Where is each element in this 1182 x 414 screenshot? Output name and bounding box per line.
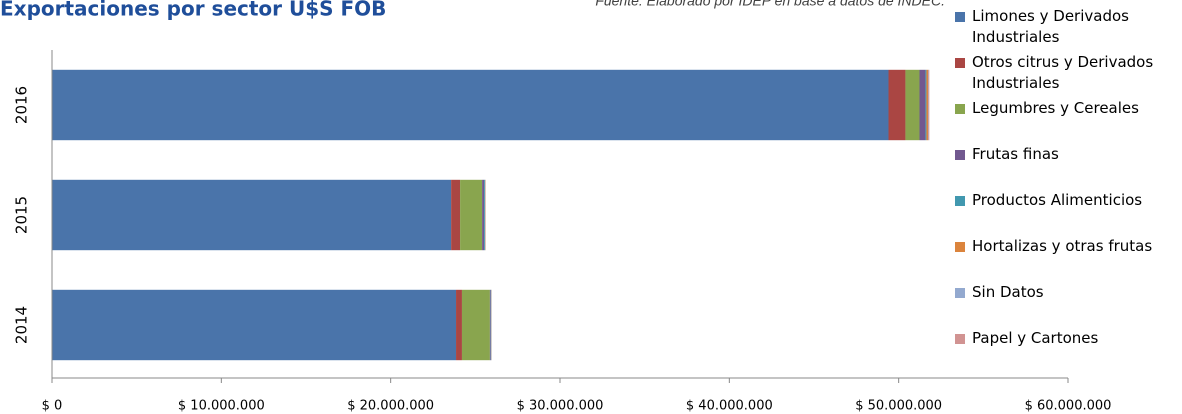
legend-swatch xyxy=(955,12,965,22)
legend-swatch xyxy=(955,104,965,114)
bar-segment xyxy=(52,69,889,141)
y-tick-label: 2015 xyxy=(13,196,31,234)
x-tick-label: $ 10.000.000 xyxy=(178,399,265,414)
legend-swatch xyxy=(955,196,965,206)
legend-item: Hortalizas y otras frutas xyxy=(952,236,1177,282)
legend-item: Legumbres y Cereales xyxy=(952,98,1177,144)
x-tick-label: $ 30.000.000 xyxy=(517,399,604,414)
legend-swatch xyxy=(955,288,965,298)
legend-item: Papel y Cartones xyxy=(952,328,1177,374)
bar-segment xyxy=(456,289,462,361)
legend-label: Legumbres y Cereales xyxy=(972,99,1139,117)
legend-item: Frutas finas xyxy=(952,144,1177,190)
bar-segment xyxy=(925,69,927,141)
legend-swatch xyxy=(955,334,965,344)
y-tick-label: 2016 xyxy=(13,86,31,124)
legend-label: Productos Alimenticios xyxy=(972,191,1143,209)
bar-segment xyxy=(489,289,491,361)
legend-label: Frutas finas xyxy=(972,145,1059,163)
x-tick-label: $ 60.000.000 xyxy=(1025,399,1112,414)
legend-swatch xyxy=(955,58,965,68)
bar-segment xyxy=(484,179,485,251)
bar-segment xyxy=(461,289,490,361)
bar-segment xyxy=(919,69,926,141)
x-tick-label: $ 20.000.000 xyxy=(347,399,434,414)
legend-swatch xyxy=(955,242,965,252)
bar-segment xyxy=(52,289,457,361)
bar-segment xyxy=(926,69,929,141)
bar-segment xyxy=(460,179,483,251)
bar-segment xyxy=(490,289,492,361)
chart-subtitle: Fuente: Elaborado por IDEP en base a dat… xyxy=(595,0,945,9)
legend-item: Sin Datos xyxy=(952,282,1177,328)
x-tick-label: $ 40.000.000 xyxy=(686,399,773,414)
bar-segment xyxy=(482,179,485,251)
legend-label: Otros citrus y Derivados Industriales xyxy=(972,53,1154,92)
y-tick-label: 2014 xyxy=(13,306,31,344)
legend-item: Limones y Derivados Industriales xyxy=(952,6,1177,52)
legend-label: Limones y Derivados Industriales xyxy=(972,7,1129,46)
legend-label: Hortalizas y otras frutas xyxy=(972,237,1153,255)
x-tick-label: $ 50.000.000 xyxy=(855,399,942,414)
bar-segment xyxy=(451,179,461,251)
legend-swatch xyxy=(955,150,965,160)
bar-segment xyxy=(905,69,920,141)
bar-segment xyxy=(928,69,930,141)
legend: Limones y Derivados Industriales Otros ci… xyxy=(952,6,1177,374)
legend-item: Productos Alimenticios xyxy=(952,190,1177,236)
chart-title: Exportaciones por sector U$S FOB xyxy=(0,0,386,21)
x-tick-label: $ 0 xyxy=(42,399,63,414)
legend-label: Papel y Cartones xyxy=(972,329,1099,347)
bar-segment xyxy=(52,179,452,251)
bar-segment xyxy=(888,69,906,141)
legend-item: Otros citrus y Derivados Industriales xyxy=(952,52,1177,98)
legend-label: Sin Datos xyxy=(972,283,1044,301)
